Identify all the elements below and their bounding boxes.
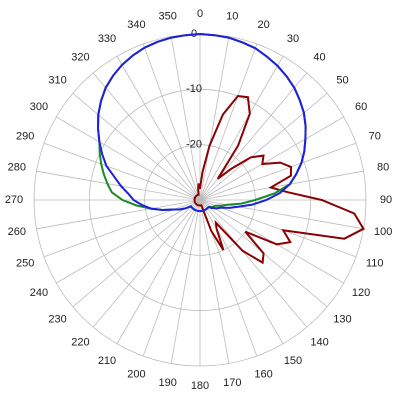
angle-tick-label: 200 <box>127 369 145 381</box>
radial-grid-line <box>72 92 201 201</box>
angle-tick-label: 230 <box>48 313 66 325</box>
angle-tick-label: 60 <box>355 101 367 113</box>
angle-tick-label: 350 <box>159 11 177 23</box>
angle-tick-label: 210 <box>98 355 116 367</box>
radial-grid-line <box>36 170 201 201</box>
angle-tick-label: 290 <box>16 130 34 142</box>
radial-grid-line <box>170 36 201 201</box>
radial-grid-line <box>199 56 284 201</box>
pattern-line <box>193 94 365 265</box>
angle-tick-label: 180 <box>191 380 209 392</box>
radial-grid-line <box>142 43 201 201</box>
r-tick-label: -10 <box>186 83 202 95</box>
angle-tick-label: 70 <box>369 130 381 142</box>
radial-grid-line <box>56 116 201 201</box>
radial-grid-line <box>199 36 230 201</box>
radial-grid-line <box>199 199 230 364</box>
radial-grid-line <box>92 199 201 328</box>
angle-tick-label: 120 <box>352 287 370 299</box>
angle-tick-label: 250 <box>16 258 34 270</box>
radial-grid-line <box>36 199 201 230</box>
angle-tick-label: 240 <box>30 287 48 299</box>
angle-tick-label: 320 <box>71 51 89 63</box>
radial-grid-line <box>72 199 201 308</box>
pattern-line <box>96 32 307 213</box>
grid-circle <box>88 88 312 312</box>
angle-tick-label: 50 <box>336 74 348 86</box>
angle-tick-label: 160 <box>254 369 272 381</box>
angle-tick-label: 100 <box>374 226 392 238</box>
radial-grid-line <box>170 199 201 364</box>
angle-tick-label: 80 <box>377 162 389 174</box>
angle-tick-label: 20 <box>257 19 269 31</box>
angle-tick-label: 90 <box>380 194 392 206</box>
angle-tick-label: 330 <box>98 33 116 45</box>
radial-grid-line <box>199 199 357 258</box>
angle-tick-label: 310 <box>48 74 66 86</box>
radial-grid-line <box>199 116 344 201</box>
angle-tick-label: 140 <box>310 336 328 348</box>
radial-grid-line <box>199 199 284 344</box>
angle-tick-label: 270 <box>5 194 23 206</box>
angle-tick-label: 110 <box>366 258 384 270</box>
radial-grid-line <box>43 142 201 201</box>
angle-tick-label: 170 <box>223 377 241 389</box>
angle-tick-label: 190 <box>159 377 177 389</box>
radial-grid-line <box>142 199 201 357</box>
radial-grid-line <box>116 199 201 344</box>
radial-grid-line <box>199 43 258 201</box>
radial-grid-line <box>199 92 328 201</box>
radial-grid-line <box>199 170 364 201</box>
angle-tick-label: 260 <box>8 226 26 238</box>
radial-grid-line <box>56 199 201 284</box>
angle-tick-label: 220 <box>71 336 89 348</box>
angle-tick-label: 0 <box>197 8 203 20</box>
angle-tick-label: 280 <box>8 162 26 174</box>
angle-tick-label: 340 <box>127 19 145 31</box>
radial-grid-line <box>116 56 201 201</box>
r-tick-label: -20 <box>186 139 202 151</box>
angle-tick-label: 10 <box>226 11 238 23</box>
radial-grid-line <box>199 199 308 328</box>
radial-grid-line <box>92 72 201 201</box>
angle-tick-label: 40 <box>313 51 325 63</box>
angle-tick-label: 30 <box>287 33 299 45</box>
angle-tick-label: 150 <box>284 355 302 367</box>
angle-tick-label: 300 <box>30 101 48 113</box>
angle-tick-label: 130 <box>333 313 351 325</box>
radial-grid-line <box>199 142 357 201</box>
